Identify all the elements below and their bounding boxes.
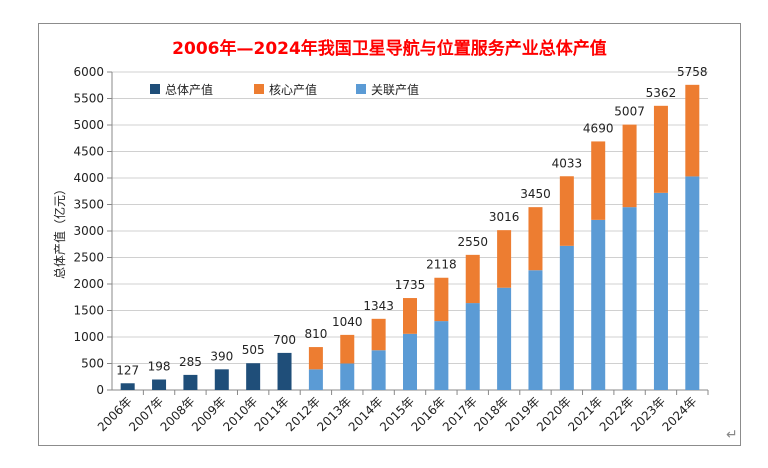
bar-related (591, 219, 606, 390)
y-tick-label: 6000 (73, 65, 104, 79)
bar-core (622, 124, 637, 208)
bar-total (277, 352, 292, 390)
y-tick-label: 3000 (73, 224, 104, 238)
y-tick-label: 3500 (73, 198, 104, 212)
bar-related (371, 350, 386, 390)
y-tick-label: 2000 (73, 277, 104, 291)
return-mark: ↵ (726, 427, 738, 443)
bar-total (183, 374, 198, 390)
bar-core (559, 176, 574, 246)
legend-label: 总体产值 (165, 82, 213, 97)
y-axis-label: 总体产值（亿元） (52, 183, 67, 279)
data-label: 285 (179, 355, 202, 369)
y-tick-label: 2500 (73, 251, 104, 265)
bar-core (434, 277, 449, 322)
bar-total (246, 363, 261, 390)
bar-core (371, 318, 386, 351)
bar-core (403, 298, 417, 334)
data-label: 3016 (489, 210, 520, 224)
data-label: 390 (210, 349, 233, 363)
data-label: 198 (148, 360, 171, 374)
legend-swatch (150, 84, 160, 94)
legend-label: 核心产值 (269, 82, 317, 97)
bar-related (622, 207, 637, 390)
bar-related (497, 287, 512, 390)
data-label: 5362 (646, 86, 677, 100)
legend-label: 关联产值 (371, 82, 419, 97)
data-label: 5007 (614, 105, 645, 119)
data-label: 2550 (457, 235, 488, 249)
y-tick-label: 1000 (73, 330, 104, 344)
bar-related (308, 369, 323, 390)
bar-related (434, 321, 449, 390)
bar-core (465, 254, 480, 304)
data-label: 4690 (583, 121, 614, 135)
y-tick-label: 4500 (73, 145, 104, 159)
bar-total (214, 369, 229, 390)
bar-related (559, 245, 574, 390)
legend-swatch (356, 84, 366, 94)
bar-related (653, 192, 668, 390)
bar-related (528, 270, 543, 390)
chart-frame (38, 23, 741, 446)
y-tick-label: 5500 (73, 92, 104, 106)
data-label: 2118 (426, 258, 457, 272)
bar-total (120, 383, 135, 390)
bar-related (465, 303, 480, 390)
bar-core (340, 334, 355, 364)
data-label: 5758 (677, 65, 708, 79)
data-label: 700 (273, 333, 296, 347)
chart-title: 2006年—2024年我国卫星导航与位置服务产业总体产值 (172, 39, 607, 59)
y-tick-label: 1500 (73, 304, 104, 318)
bar-core (653, 105, 668, 193)
bar-related (685, 176, 700, 390)
bar-core (308, 347, 323, 370)
y-tick-label: 0 (96, 383, 104, 397)
bar-total (152, 379, 167, 390)
data-label: 1040 (332, 315, 363, 329)
data-label: 127 (116, 363, 139, 377)
bar-related (403, 333, 417, 390)
data-label: 505 (242, 343, 265, 357)
legend-swatch (254, 84, 264, 94)
bar-related (340, 363, 355, 390)
bar-core (497, 230, 512, 288)
bar-core (591, 141, 606, 220)
data-label: 810 (304, 327, 327, 341)
y-tick-label: 5000 (73, 118, 104, 132)
y-tick-label: 500 (81, 357, 104, 371)
bar-core (528, 207, 543, 271)
data-label: 3450 (520, 187, 551, 201)
y-tick-label: 4000 (73, 171, 104, 185)
data-label: 1343 (363, 299, 394, 313)
bar-core (685, 84, 700, 177)
data-label: 1735 (395, 278, 426, 292)
x-tick-label: 2024年 (659, 394, 699, 434)
data-label: 4033 (552, 156, 583, 170)
